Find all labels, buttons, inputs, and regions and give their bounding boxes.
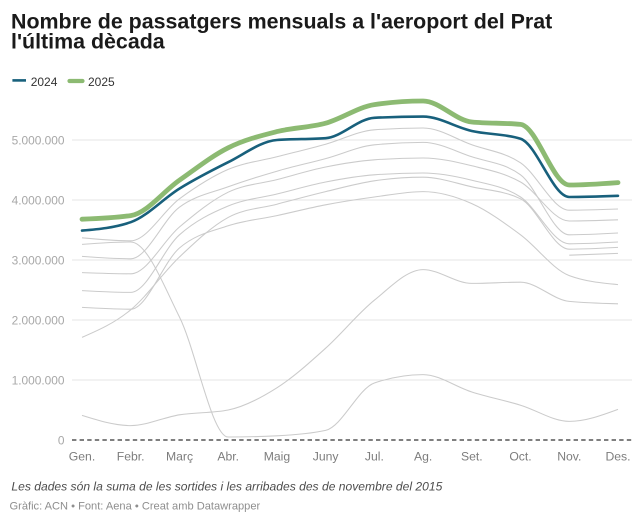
svg-text:Set.: Set. bbox=[461, 449, 483, 463]
svg-text:Abr.: Abr. bbox=[217, 449, 239, 463]
svg-text:3.000.000: 3.000.000 bbox=[12, 254, 65, 268]
svg-text:Des.: Des. bbox=[605, 449, 630, 463]
svg-text:Febr.: Febr. bbox=[117, 449, 145, 463]
svg-text:Les dades són la suma de les s: Les dades són la suma de les sortides i … bbox=[11, 480, 442, 494]
svg-text:1.000.000: 1.000.000 bbox=[12, 374, 65, 388]
svg-text:Ag.: Ag. bbox=[414, 449, 432, 463]
svg-text:Nov.: Nov. bbox=[557, 449, 581, 463]
svg-text:2.000.000: 2.000.000 bbox=[12, 314, 65, 328]
svg-text:Oct.: Oct. bbox=[509, 449, 531, 463]
svg-text:4.000.000: 4.000.000 bbox=[12, 194, 65, 208]
svg-text:Maig: Maig bbox=[264, 449, 290, 463]
svg-text:Gràfic: ACN • Font: Aena • Cre: Gràfic: ACN • Font: Aena • Creat amb Dat… bbox=[10, 501, 261, 513]
svg-text:l'última dècada: l'última dècada bbox=[11, 30, 166, 54]
svg-text:0: 0 bbox=[58, 434, 65, 448]
svg-text:Juny: Juny bbox=[313, 449, 340, 463]
svg-text:2025: 2025 bbox=[88, 75, 115, 89]
svg-text:Març: Març bbox=[166, 449, 193, 463]
svg-text:Gen.: Gen. bbox=[69, 449, 95, 463]
svg-text:Nombre de passatgers mensuals: Nombre de passatgers mensuals a l'aeropo… bbox=[11, 10, 552, 34]
svg-text:5.000.000: 5.000.000 bbox=[12, 134, 65, 148]
svg-text:2024: 2024 bbox=[31, 75, 58, 89]
svg-text:Jul.: Jul. bbox=[365, 449, 384, 463]
